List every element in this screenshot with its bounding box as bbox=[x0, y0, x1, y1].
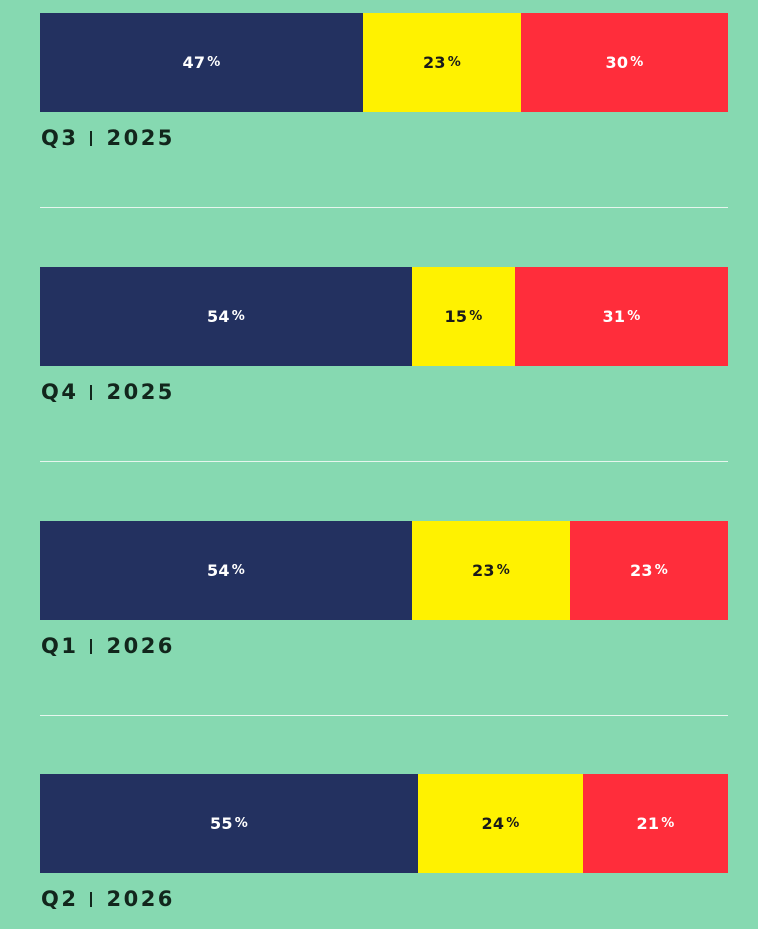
data-label: 55 bbox=[210, 814, 233, 833]
divider-line bbox=[40, 461, 728, 462]
percent-sign: % bbox=[506, 816, 520, 831]
year-label: 2025 bbox=[106, 126, 175, 150]
segment-red: 30% bbox=[521, 13, 728, 112]
separator bbox=[90, 131, 93, 146]
data-label: 54 bbox=[207, 561, 230, 580]
period-label: Q4 2025 bbox=[41, 380, 175, 404]
segment-red: 21% bbox=[583, 774, 728, 873]
segment-navy: 55% bbox=[40, 774, 418, 873]
percent-sign: % bbox=[207, 55, 221, 70]
stacked-bar: 55% 24% 21% bbox=[40, 774, 728, 873]
period-label: Q3 2025 bbox=[41, 126, 175, 150]
percent-sign: % bbox=[231, 309, 245, 324]
segment-yellow: 24% bbox=[418, 774, 583, 873]
data-label: 30 bbox=[605, 53, 629, 72]
data-label: 54 bbox=[207, 307, 230, 326]
separator bbox=[90, 892, 93, 907]
percent-sign: % bbox=[654, 563, 668, 578]
data-label: 47 bbox=[182, 53, 206, 72]
segment-yellow: 23% bbox=[363, 13, 521, 112]
stacked-bar: 54% 23% 23% bbox=[40, 521, 728, 620]
data-label: 15 bbox=[444, 307, 468, 326]
segment-navy: 54% bbox=[40, 267, 412, 366]
percent-sign: % bbox=[231, 563, 245, 578]
data-label: 23 bbox=[472, 561, 495, 580]
percent-sign: % bbox=[627, 309, 641, 324]
year-label: 2026 bbox=[106, 887, 175, 911]
percent-sign: % bbox=[234, 816, 248, 831]
separator bbox=[90, 385, 93, 400]
quarter-label: Q2 bbox=[41, 887, 79, 911]
segment-navy: 54% bbox=[40, 521, 412, 620]
data-label: 23 bbox=[630, 561, 653, 580]
data-label: 23 bbox=[423, 53, 446, 72]
quarter-label: Q1 bbox=[41, 634, 79, 658]
percent-sign: % bbox=[447, 55, 461, 70]
segment-red: 31% bbox=[515, 267, 728, 366]
stacked-bar: 47% 23% 30% bbox=[40, 13, 728, 112]
stacked-bar: 54% 15% 31% bbox=[40, 267, 728, 366]
divider-line bbox=[40, 715, 728, 716]
year-label: 2026 bbox=[106, 634, 175, 658]
separator bbox=[90, 639, 93, 654]
data-label: 31 bbox=[602, 307, 626, 326]
percent-sign: % bbox=[661, 816, 675, 831]
segment-navy: 47% bbox=[40, 13, 363, 112]
data-label: 24 bbox=[481, 814, 505, 833]
quarter-label: Q3 bbox=[41, 126, 79, 150]
period-label: Q2 2026 bbox=[41, 887, 175, 911]
percent-sign: % bbox=[496, 563, 510, 578]
data-label: 21 bbox=[636, 814, 660, 833]
segment-red: 23% bbox=[570, 521, 728, 620]
quarter-label: Q4 bbox=[41, 380, 79, 404]
divider-line bbox=[40, 207, 728, 208]
period-label: Q1 2026 bbox=[41, 634, 175, 658]
segment-yellow: 15% bbox=[412, 267, 515, 366]
percent-sign: % bbox=[630, 55, 644, 70]
percent-sign: % bbox=[469, 309, 483, 324]
year-label: 2025 bbox=[106, 380, 175, 404]
segment-yellow: 23% bbox=[412, 521, 570, 620]
